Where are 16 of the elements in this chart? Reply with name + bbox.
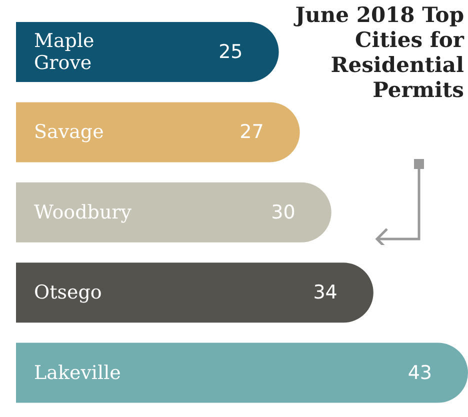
data-label: 27 [240, 121, 264, 144]
y-tick-label: Otsego [34, 282, 102, 304]
text: June 2018 Top Cities for Residential Permits [292, 2, 464, 102]
bar [16, 22, 279, 82]
bar [16, 102, 300, 162]
data-label: 25 [218, 41, 243, 63]
data-label: 43 [408, 362, 432, 384]
y-tick-label: Savage [34, 121, 104, 144]
data-label: 30 [271, 201, 296, 224]
data-label: 34 [313, 282, 338, 304]
bar [16, 262, 374, 323]
y-tick-label: Woodbury [34, 201, 132, 224]
y-tick-label: Lakeville [34, 362, 121, 384]
bar [16, 342, 468, 403]
bar [16, 182, 332, 242]
y-tick-label: Maple Grove [34, 30, 94, 74]
